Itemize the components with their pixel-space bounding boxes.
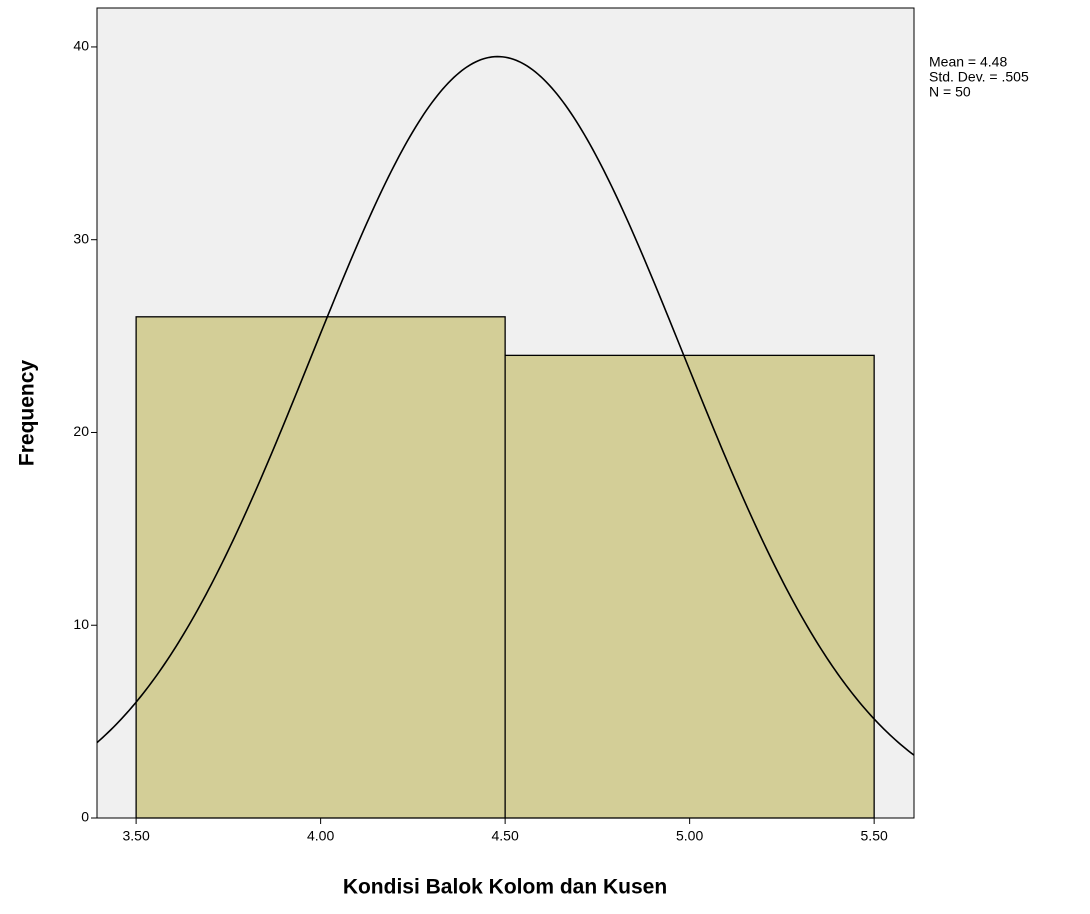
x-tick-label: 3.50 bbox=[122, 828, 149, 844]
stat-annotation: Std. Dev. = .505 bbox=[929, 69, 1029, 85]
y-tick-label: 30 bbox=[73, 230, 89, 246]
y-tick-label: 10 bbox=[73, 616, 89, 632]
normal-curve bbox=[96, 55, 915, 756]
stat-annotation: Mean = 4.48 bbox=[929, 54, 1007, 70]
y-tick-label: 20 bbox=[73, 423, 89, 439]
bar bbox=[504, 354, 875, 819]
y-axis-label: Frequency bbox=[16, 360, 39, 467]
x-tick-label: 5.00 bbox=[676, 828, 703, 844]
x-tick-label: 5.50 bbox=[861, 828, 888, 844]
y-tick-label: 40 bbox=[73, 38, 89, 54]
x-tick-label: 4.00 bbox=[307, 828, 334, 844]
x-axis-label: Kondisi Balok Kolom dan Kusen bbox=[343, 876, 667, 899]
stat-annotation: N = 50 bbox=[929, 84, 971, 100]
y-tick-label: 0 bbox=[81, 809, 89, 825]
bar bbox=[135, 316, 506, 819]
x-tick-label: 4.50 bbox=[492, 828, 519, 844]
